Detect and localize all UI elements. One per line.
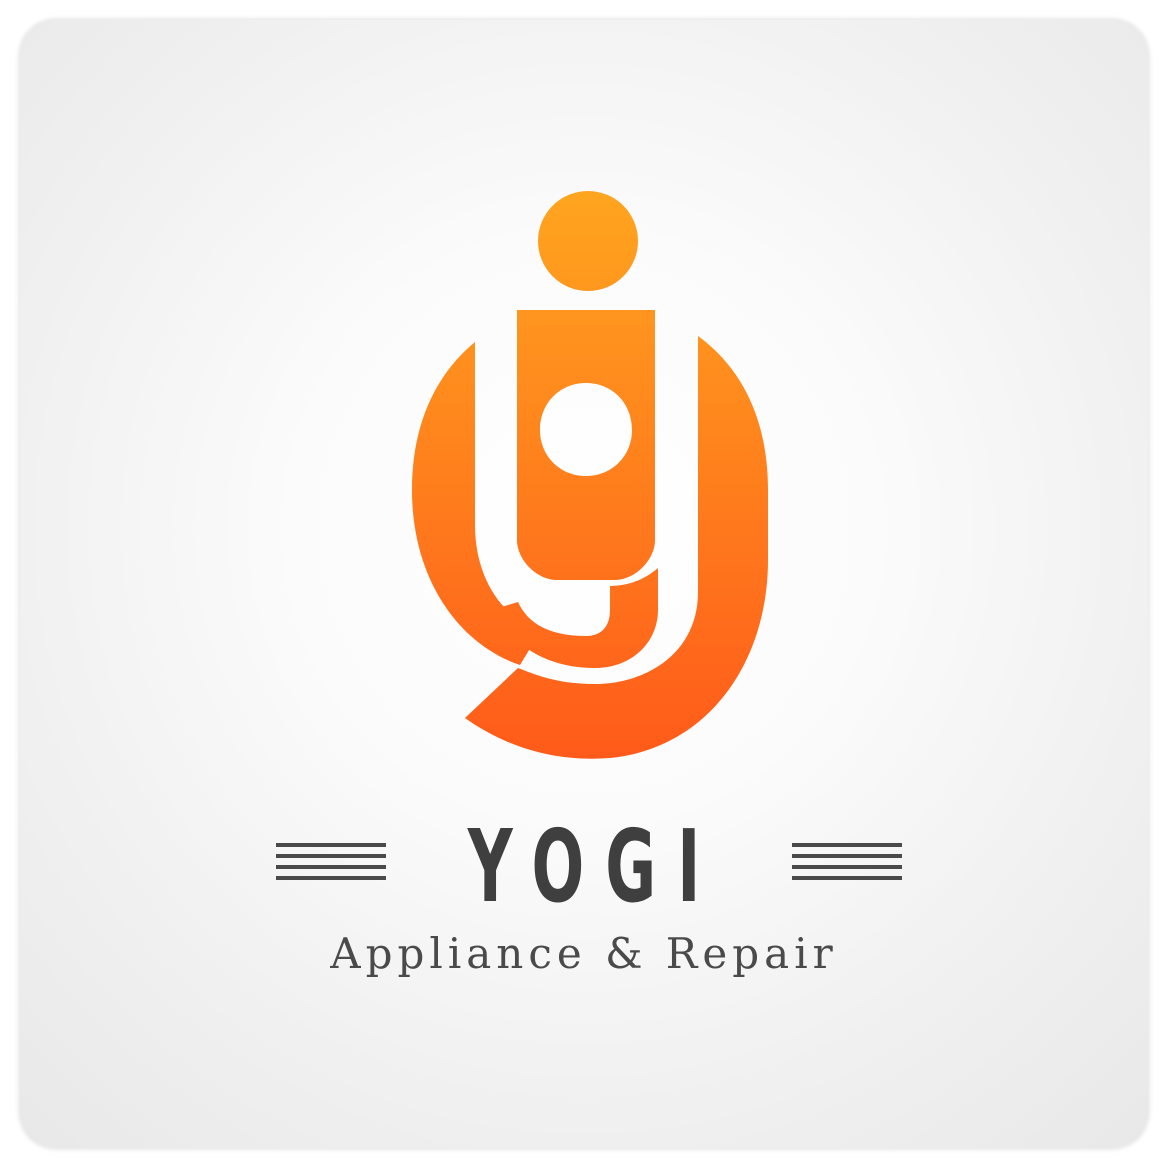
rule-line [792,843,902,847]
inner-curl-shape [498,568,658,668]
wordmark: YOGI [20,812,1148,942]
rule-line [276,843,386,847]
logo-card: YOGI Appliance & Repair [20,20,1148,1148]
center-capsule-shape [517,310,655,580]
left-rules-decoration [276,843,386,883]
rule-line [792,854,902,858]
rule-line [276,854,386,858]
outer-g-shape [465,336,768,759]
rule-line [792,876,902,880]
head-dot [538,191,638,291]
rule-line [276,865,386,869]
yogi-logo-icon [412,191,768,759]
brand-tagline: Appliance & Repair [330,929,838,978]
rule-line [276,876,386,880]
brand-name: YOGI [467,808,722,925]
rule-line [792,865,902,869]
left-arc-shape [412,342,540,665]
right-rules-decoration [792,843,902,883]
